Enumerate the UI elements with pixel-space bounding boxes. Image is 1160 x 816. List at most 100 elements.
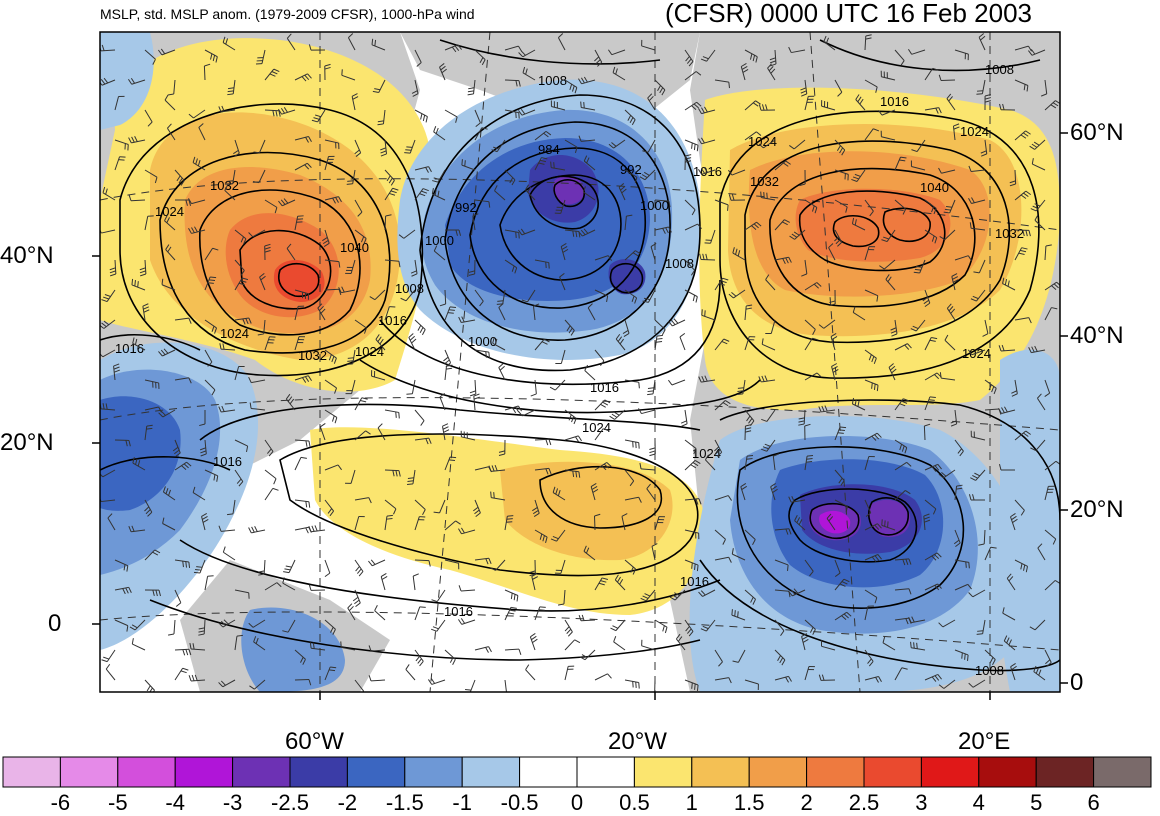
wind-barb-flag: [450, 457, 456, 458]
wind-barb-flag: [491, 492, 492, 498]
colorbar-swatch: [175, 757, 232, 787]
colorbar-swatch: [864, 757, 921, 787]
colorbar-label: -6: [30, 790, 90, 816]
wind-barb-flag: [917, 643, 918, 649]
wind-barb-flag: [928, 403, 934, 404]
colorbar-swatch: [979, 757, 1036, 787]
wind-barb: [295, 679, 309, 680]
lat-label-right: 60°N: [1070, 119, 1124, 147]
colorbar-label: 6: [1064, 790, 1124, 816]
wind-barb-flag: [737, 394, 743, 395]
isobar-label: 1024: [582, 420, 611, 435]
weather-map: 1008 984 992 1008 1032 1024 992 1000 104…: [0, 0, 1160, 760]
wind-barb-flag: [210, 277, 216, 278]
isobar-label: 1008: [538, 73, 567, 88]
wind-barb-flag: [486, 352, 487, 358]
isobar-label: 1032: [210, 178, 239, 193]
wind-barb-flag: [692, 683, 693, 689]
wind-barb-flag: [348, 358, 354, 359]
wind-barb-flag: [407, 484, 413, 485]
wind-barb-flag: [227, 181, 233, 182]
wind-barb-flag: [874, 384, 875, 390]
wind-barb-flag: [694, 144, 695, 150]
wind-barb-flag: [227, 514, 233, 515]
isobar-label: 1000: [640, 198, 669, 213]
isobar-label: 1032: [750, 174, 779, 189]
wind-barb-flag: [449, 310, 455, 311]
lon-label: 60°W: [285, 728, 344, 756]
isobar-label: 1016: [213, 454, 242, 469]
colorbar-label: 0: [547, 790, 607, 816]
wind-barb-flag: [761, 192, 762, 198]
wind-barb-flag: [399, 412, 400, 418]
wind-barb: [385, 470, 399, 471]
lon-label: 20°W: [608, 728, 667, 756]
wind-barb-flag: [839, 430, 845, 431]
lat-label-left: 0: [48, 610, 61, 638]
wind-barb-flag: [194, 572, 200, 573]
wind-barb-flag: [969, 562, 970, 568]
wind-barb-flag: [407, 481, 413, 482]
colorbar-label: 1.5: [719, 790, 779, 816]
colorbar-label: -3: [203, 790, 263, 816]
wind-barb-flag: [764, 192, 765, 198]
wind-barb-flag: [747, 459, 753, 460]
wind-barb-flag: [914, 642, 915, 648]
isobar-label: 1024: [355, 344, 384, 359]
isobar-label: 1032: [995, 226, 1024, 241]
wind-barb: [505, 80, 519, 81]
wind-barb-flag: [372, 39, 373, 45]
lat-label-right: 0: [1070, 669, 1083, 697]
colorbar-label: 1: [662, 790, 722, 816]
colorbar-swatch: [3, 757, 60, 787]
wind-barb-flag: [840, 427, 846, 428]
colorbar-swatch: [520, 757, 577, 787]
isobar-label: 1016: [378, 313, 407, 328]
isobar-label: 992: [455, 200, 477, 215]
wind-barb-flag: [209, 280, 215, 281]
isobar-label: 1016: [590, 380, 619, 395]
colorbar-label: -1: [432, 790, 492, 816]
wind-barb: [941, 80, 955, 81]
isobar-label: 1024: [960, 124, 989, 139]
colorbar-swatch: [921, 757, 978, 787]
wind-barb-flag: [584, 102, 585, 108]
colorbar-swatch: [462, 757, 519, 787]
colorbar-label: 0.5: [604, 790, 664, 816]
wind-barb-flag: [465, 690, 471, 691]
wind-barb-flag: [406, 147, 412, 148]
wind-barb-flag: [501, 694, 507, 696]
colorbar-swatch: [577, 757, 634, 787]
wind-barb-flag: [965, 654, 966, 660]
colorbar-swatch: [1036, 757, 1093, 787]
wind-barb-flag: [807, 459, 813, 460]
wind-barb-flag: [738, 388, 744, 389]
wind-barb-flag: [697, 565, 698, 571]
wind-barb-flag: [208, 283, 214, 284]
wind-barb-flag: [507, 516, 513, 517]
wind-barb-flag: [507, 519, 513, 520]
wind-barb-flag: [405, 150, 411, 151]
isobar-label: 1040: [920, 180, 949, 195]
wind-barb-flag: [738, 611, 739, 617]
isobar-label: 1016: [444, 604, 473, 619]
wind-barb-flag: [649, 694, 655, 695]
lon-label: 20°E: [958, 728, 1010, 756]
colorbar-label: 2.5: [834, 790, 894, 816]
colorbar-swatch: [233, 757, 290, 787]
wind-barb-flag: [697, 145, 698, 151]
lat-label-right: 20°N: [1070, 496, 1124, 524]
wind-barb-flag: [347, 361, 353, 362]
wind-barb: [415, 560, 429, 561]
wind-barb-flag: [728, 205, 729, 211]
wind-barb-flag: [539, 610, 545, 611]
colorbar-swatch: [1094, 757, 1151, 787]
wind-barb-flag: [735, 610, 736, 616]
wind-barb-flag: [189, 562, 190, 568]
wind-barb: [445, 290, 446, 304]
wind-barb-flag: [138, 281, 139, 287]
isobar-label: 1024: [155, 204, 184, 219]
colorbar-swatch: [118, 757, 175, 787]
wind-barb-flag: [465, 160, 466, 166]
isobar-label: 1008: [985, 62, 1014, 77]
